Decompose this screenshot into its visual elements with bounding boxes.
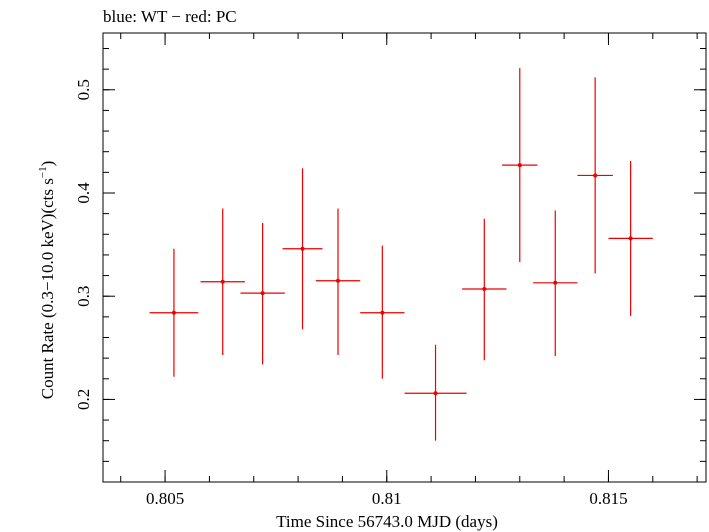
data-point xyxy=(360,245,405,379)
y-tick-label: 0.2 xyxy=(74,389,93,410)
data-point xyxy=(282,168,323,330)
y-tick-labels: 0.2 0.3 0.4 0.5 xyxy=(74,79,93,410)
y-tick-label: 0.3 xyxy=(74,286,93,307)
data-point xyxy=(315,208,361,356)
y-axis-label: Count Rate (0.3−10.0 keV)(cts s−1) xyxy=(37,161,57,400)
data-marker xyxy=(628,236,633,241)
axis-ticks xyxy=(103,33,706,483)
x-axis-label: Time Since 56743.0 MJD (days) xyxy=(276,512,498,531)
x-tick-label: 0.805 xyxy=(146,489,184,508)
data-point xyxy=(149,248,199,377)
data-points xyxy=(149,68,653,441)
y-axis-label-exponent: −1 xyxy=(37,166,49,178)
data-marker xyxy=(433,391,438,396)
data-point xyxy=(577,77,613,274)
data-point xyxy=(608,160,653,316)
data-marker xyxy=(260,291,265,296)
data-marker xyxy=(171,310,176,315)
data-marker xyxy=(300,246,305,251)
data-marker xyxy=(380,310,385,315)
x-tick-label: 0.81 xyxy=(372,489,402,508)
y-axis-label-main: Count Rate (0.3−10.0 keV)(cts s xyxy=(38,178,57,399)
data-marker xyxy=(553,280,558,285)
y-tick-label: 0.5 xyxy=(74,79,93,100)
y-tick-label: 0.4 xyxy=(74,182,93,204)
data-marker xyxy=(517,163,522,168)
x-tick-labels: 0.805 0.81 0.815 xyxy=(146,489,628,508)
data-point xyxy=(462,218,507,361)
chart-title: blue: WT − red: PC xyxy=(103,7,237,26)
data-marker xyxy=(482,286,487,291)
data-point xyxy=(502,68,538,263)
data-point xyxy=(404,344,467,441)
data-point xyxy=(240,222,285,365)
data-marker xyxy=(593,173,598,178)
data-marker xyxy=(220,279,225,284)
data-point xyxy=(200,208,245,356)
data-marker xyxy=(335,278,340,283)
data-point xyxy=(533,210,578,357)
x-tick-label: 0.815 xyxy=(589,489,627,508)
y-axis-label-close: ) xyxy=(38,161,57,167)
plot-frame xyxy=(102,32,707,483)
